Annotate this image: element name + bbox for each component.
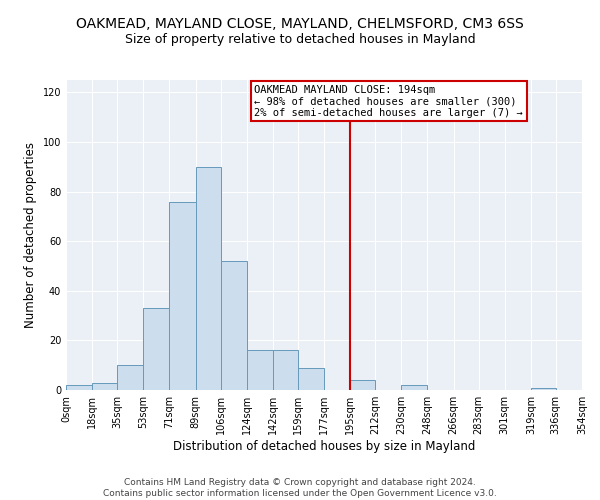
Bar [92,382,117,390]
Text: Size of property relative to detached houses in Mayland: Size of property relative to detached ho… [125,32,475,46]
Text: Contains HM Land Registry data © Crown copyright and database right 2024.
Contai: Contains HM Land Registry data © Crown c… [103,478,497,498]
Text: OAKMEAD MAYLAND CLOSE: 194sqm
← 98% of detached houses are smaller (300)
2% of s: OAKMEAD MAYLAND CLOSE: 194sqm ← 98% of d… [254,84,523,118]
Bar [350,380,375,390]
Y-axis label: Number of detached properties: Number of detached properties [24,142,37,328]
Bar [247,350,273,390]
Bar [66,385,92,390]
Bar [401,385,427,390]
Bar [298,368,324,390]
Bar [169,202,196,390]
Bar [143,308,169,390]
Bar [117,365,143,390]
X-axis label: Distribution of detached houses by size in Mayland: Distribution of detached houses by size … [173,440,475,453]
Bar [273,350,298,390]
Bar [221,261,247,390]
Bar [196,167,221,390]
Text: OAKMEAD, MAYLAND CLOSE, MAYLAND, CHELMSFORD, CM3 6SS: OAKMEAD, MAYLAND CLOSE, MAYLAND, CHELMSF… [76,18,524,32]
Bar [531,388,556,390]
